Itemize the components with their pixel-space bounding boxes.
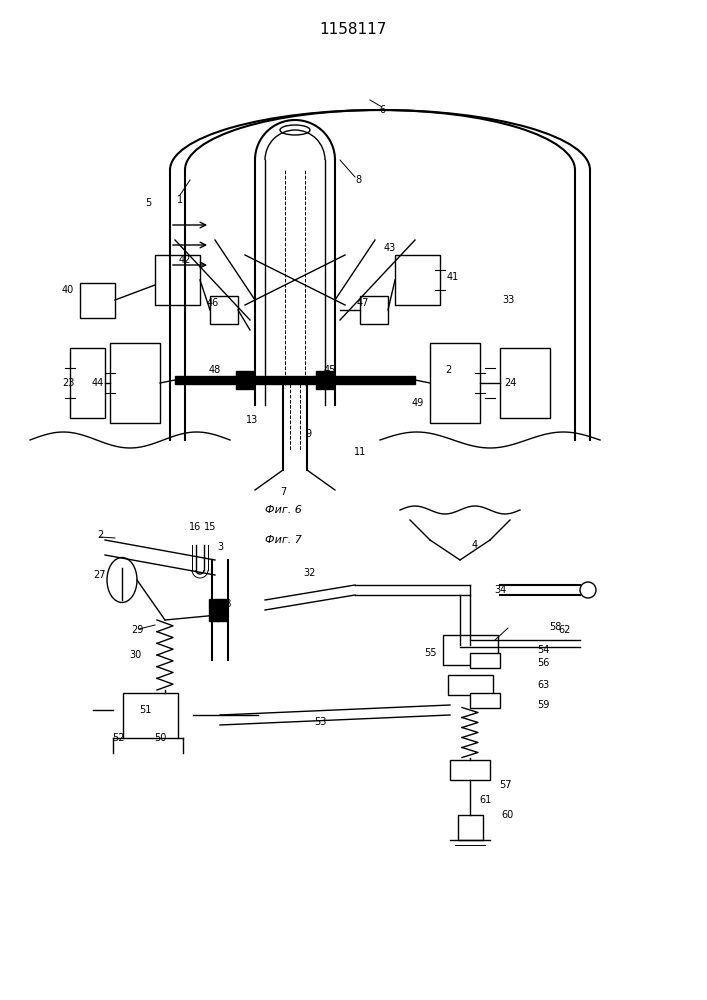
Text: 53: 53 — [314, 717, 326, 727]
Text: Фиг. 7: Фиг. 7 — [264, 535, 301, 545]
Text: 6: 6 — [379, 105, 385, 115]
Text: 59: 59 — [537, 700, 549, 710]
Text: 34: 34 — [494, 585, 506, 595]
Text: 2: 2 — [445, 365, 451, 375]
Text: 24: 24 — [504, 378, 516, 388]
Bar — [122, 692, 177, 738]
Bar — [236, 371, 254, 389]
Text: 4: 4 — [472, 540, 478, 550]
Text: 1: 1 — [177, 195, 183, 205]
Text: 50: 50 — [154, 733, 166, 743]
Bar — [470, 652, 500, 668]
Text: 8: 8 — [355, 175, 361, 185]
Text: 40: 40 — [62, 285, 74, 295]
Bar — [443, 635, 498, 665]
Bar — [430, 343, 480, 423]
Text: 42: 42 — [179, 255, 191, 265]
Text: 61: 61 — [479, 795, 491, 805]
Text: 41: 41 — [447, 272, 459, 282]
Text: 15: 15 — [204, 522, 216, 532]
Text: 54: 54 — [537, 645, 549, 655]
Text: 46: 46 — [207, 298, 219, 308]
Text: 28: 28 — [218, 599, 231, 609]
Text: 32: 32 — [304, 568, 316, 578]
Text: 56: 56 — [537, 658, 549, 668]
Bar — [470, 692, 500, 708]
Text: 49: 49 — [412, 398, 424, 408]
Text: 5: 5 — [145, 198, 151, 208]
Text: 7: 7 — [280, 487, 286, 497]
Text: 45: 45 — [324, 365, 337, 375]
Text: 43: 43 — [384, 243, 396, 253]
Text: 62: 62 — [559, 625, 571, 635]
Bar — [175, 376, 415, 384]
Bar — [448, 675, 493, 695]
Text: 29: 29 — [131, 625, 144, 635]
Bar — [316, 371, 334, 389]
Text: 44: 44 — [92, 378, 104, 388]
Bar — [500, 348, 550, 418]
Text: 58: 58 — [549, 622, 561, 632]
Bar — [457, 815, 482, 840]
Text: 27: 27 — [94, 570, 106, 580]
Text: 57: 57 — [498, 780, 511, 790]
Bar — [155, 255, 200, 305]
Text: 3: 3 — [217, 542, 223, 552]
Bar — [209, 599, 227, 621]
Bar — [80, 282, 115, 318]
Bar — [110, 343, 160, 423]
Text: 30: 30 — [129, 650, 141, 660]
Text: 11: 11 — [354, 447, 366, 457]
Text: 2: 2 — [97, 530, 103, 540]
Text: 47: 47 — [357, 298, 369, 308]
Text: 23: 23 — [62, 378, 74, 388]
Bar — [70, 348, 105, 418]
Bar — [395, 255, 440, 305]
Text: 33: 33 — [502, 295, 514, 305]
Text: 9: 9 — [305, 429, 311, 439]
Text: 48: 48 — [209, 365, 221, 375]
Text: 1158117: 1158117 — [320, 22, 387, 37]
Text: 55: 55 — [423, 648, 436, 658]
Text: 13: 13 — [246, 415, 258, 425]
Text: Фиг. 6: Фиг. 6 — [264, 505, 301, 515]
Text: 63: 63 — [537, 680, 549, 690]
Text: 51: 51 — [139, 705, 151, 715]
Bar — [450, 760, 490, 780]
Text: 16: 16 — [189, 522, 201, 532]
Text: 60: 60 — [502, 810, 514, 820]
Bar — [360, 296, 388, 324]
Bar — [210, 296, 238, 324]
Text: 52: 52 — [112, 733, 124, 743]
